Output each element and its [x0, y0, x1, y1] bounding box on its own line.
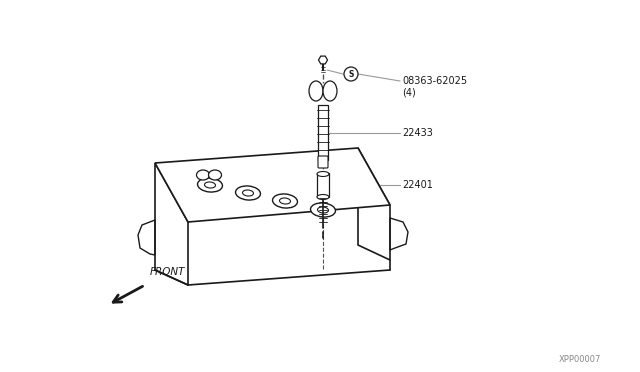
Ellipse shape: [196, 170, 209, 180]
FancyBboxPatch shape: [318, 105, 328, 160]
Text: 08363-62025: 08363-62025: [402, 76, 467, 86]
Ellipse shape: [309, 81, 323, 101]
Polygon shape: [358, 148, 390, 260]
Ellipse shape: [205, 182, 216, 188]
Text: FRONT: FRONT: [150, 267, 186, 277]
FancyBboxPatch shape: [317, 173, 329, 197]
Ellipse shape: [310, 203, 335, 217]
Circle shape: [344, 67, 358, 81]
Ellipse shape: [323, 81, 337, 101]
Ellipse shape: [317, 195, 329, 199]
FancyBboxPatch shape: [318, 156, 328, 168]
Text: (4): (4): [402, 87, 416, 97]
Polygon shape: [155, 163, 188, 285]
Ellipse shape: [209, 170, 221, 180]
Ellipse shape: [317, 171, 329, 176]
Text: 22401: 22401: [402, 180, 433, 190]
Text: XPP00007: XPP00007: [559, 355, 601, 364]
Ellipse shape: [317, 207, 328, 213]
Ellipse shape: [236, 186, 260, 200]
Ellipse shape: [273, 194, 298, 208]
Text: 22433: 22433: [402, 128, 433, 138]
Polygon shape: [155, 148, 390, 222]
Text: S: S: [348, 70, 354, 78]
Ellipse shape: [243, 190, 253, 196]
Ellipse shape: [280, 198, 291, 204]
Ellipse shape: [198, 178, 223, 192]
